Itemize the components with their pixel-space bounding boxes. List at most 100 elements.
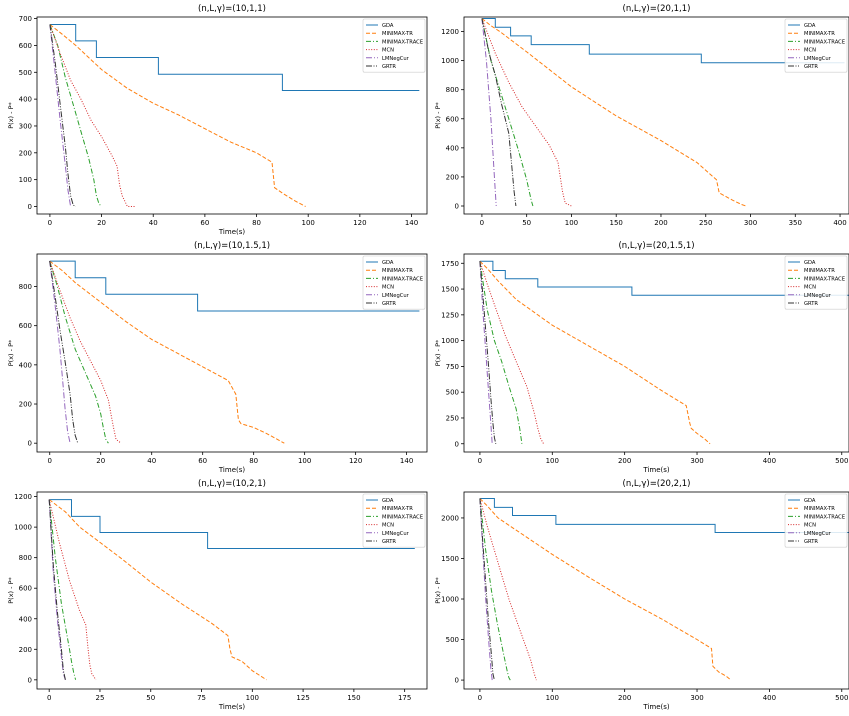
plot-frame bbox=[463, 16, 849, 215]
x-tick-label: 200 bbox=[618, 694, 631, 702]
chart-title: (n,L,γ)=(10,2,1) bbox=[198, 479, 266, 489]
series-line-minimax-trace bbox=[479, 261, 523, 444]
series-line-minimax-tr bbox=[49, 260, 285, 444]
series-line-gda bbox=[49, 499, 415, 549]
legend-entry: GRTR bbox=[382, 539, 396, 545]
x-tick-label: 175 bbox=[398, 694, 411, 702]
x-tick-label: 100 bbox=[302, 219, 315, 227]
series-line-grtr bbox=[48, 499, 66, 680]
y-axis-label: P(x) - P* bbox=[434, 102, 442, 129]
series-line-lmnegcur bbox=[481, 18, 497, 207]
legend-box bbox=[362, 255, 426, 310]
legend-entry: MINIMAX-TR bbox=[804, 268, 835, 274]
legend-entry: MINIMAX-TR bbox=[804, 506, 835, 512]
x-tick-label: 80 bbox=[252, 219, 261, 227]
plot-frame bbox=[36, 16, 428, 215]
series-line-mcn bbox=[481, 18, 572, 207]
legend-entry: LMNegCur bbox=[804, 293, 832, 299]
y-tick-label: 0 bbox=[455, 677, 459, 685]
legend-entry: LMNegCur bbox=[804, 56, 832, 62]
x-tick-label: 125 bbox=[296, 694, 309, 702]
chart-panel-2: (n,L,γ)=(20,1,1) 0 50 100 150 200 250 300 350 400… bbox=[434, 4, 849, 227]
legend-entry: MCN bbox=[382, 523, 394, 529]
x-tick-label: 300 bbox=[744, 219, 757, 227]
y-axis-label: P(x) - P* bbox=[7, 339, 15, 366]
chart-panel-6: (n,L,γ)=(20,2,1) 0 100 200 300 400 500 0 500 1000… bbox=[434, 479, 849, 711]
y-tick-label: 750 bbox=[446, 363, 459, 371]
series-line-minimax-trace bbox=[479, 498, 511, 681]
x-tick-label: 20 bbox=[97, 219, 106, 227]
legend-entry: MINIMAX-TR bbox=[382, 31, 413, 37]
plot-frame bbox=[463, 491, 849, 690]
chart-title: (n,L,γ)=(20,1.5,1) bbox=[618, 241, 694, 251]
legend-entry: MINIMAX-TRACE bbox=[804, 39, 845, 45]
x-tick-label: 400 bbox=[833, 219, 846, 227]
series-line-mcn bbox=[49, 24, 136, 207]
chart-title: (n,L,γ)=(20,1,1) bbox=[623, 4, 691, 14]
x-tick-label: 100 bbox=[565, 219, 578, 227]
legend-entry: LMNegCur bbox=[382, 531, 410, 537]
series-line-minimax-tr bbox=[479, 498, 732, 681]
series-line-minimax-trace bbox=[48, 499, 77, 680]
legend-entry: GRTR bbox=[382, 301, 396, 307]
x-tick-label: 20 bbox=[96, 457, 105, 465]
series-line-minimax-tr bbox=[481, 18, 747, 207]
x-tick-label: 0 bbox=[480, 219, 484, 227]
x-tick-label: 100 bbox=[546, 457, 559, 465]
y-tick-label: 1500 bbox=[441, 555, 459, 563]
x-tick-label: 75 bbox=[197, 694, 206, 702]
legend-box bbox=[784, 493, 848, 548]
legend-entry: MCN bbox=[382, 285, 394, 291]
y-tick-label: 250 bbox=[446, 414, 459, 422]
legend: GDA MINIMAX-TR MINIMAX-TRACE MCN LMNegCur GRT… bbox=[784, 255, 848, 310]
y-tick-label: 1000 bbox=[14, 524, 32, 532]
series-line-lmnegcur bbox=[479, 261, 493, 444]
x-tick-label: 140 bbox=[405, 219, 418, 227]
series-line-grtr bbox=[479, 261, 497, 444]
y-axis-label: P(x) - P* bbox=[7, 577, 15, 604]
x-tick-label: 100 bbox=[298, 457, 311, 465]
y-tick-label: 200 bbox=[446, 173, 459, 181]
y-tick-label: 2000 bbox=[441, 514, 459, 522]
legend-entry: LMNegCur bbox=[382, 293, 410, 299]
series-line-minimax-trace bbox=[481, 18, 534, 207]
legend-entry: GDA bbox=[382, 23, 394, 29]
x-tick-label: 500 bbox=[835, 457, 848, 465]
x-tick-label: 80 bbox=[249, 457, 258, 465]
series-line-grtr bbox=[49, 24, 76, 207]
series-line-gda bbox=[481, 18, 845, 64]
series-line-gda bbox=[49, 260, 420, 312]
y-tick-label: 400 bbox=[19, 96, 32, 104]
legend-entry: GRTR bbox=[382, 64, 396, 70]
x-tick-label: 60 bbox=[200, 219, 209, 227]
series-line-minimax-tr bbox=[49, 24, 306, 207]
chart-title: (n,L,γ)=(20,2,1) bbox=[623, 479, 691, 489]
x-tick-label: 0 bbox=[47, 694, 51, 702]
legend-box bbox=[784, 18, 848, 73]
y-axis-label: P(x) - P* bbox=[7, 102, 15, 129]
y-tick-label: 200 bbox=[19, 646, 32, 654]
x-tick-label: 150 bbox=[610, 219, 623, 227]
plot-frame bbox=[36, 253, 428, 453]
y-tick-label: 500 bbox=[19, 69, 32, 77]
y-tick-label: 600 bbox=[19, 322, 32, 330]
legend: GDA MINIMAX-TR MINIMAX-TRACE MCN LMNegCur GRT… bbox=[784, 493, 848, 548]
legend-entry: GDA bbox=[804, 23, 816, 29]
x-tick-label: 400 bbox=[763, 457, 776, 465]
legend-entry: GRTR bbox=[804, 301, 818, 307]
legend-entry: GDA bbox=[804, 498, 816, 504]
y-tick-label: 1250 bbox=[441, 311, 459, 319]
x-tick-label: 200 bbox=[654, 219, 667, 227]
x-tick-label: 0 bbox=[48, 457, 52, 465]
x-tick-label: 300 bbox=[690, 457, 703, 465]
series-line-minimax-tr bbox=[479, 260, 711, 445]
x-tick-label: 25 bbox=[96, 694, 105, 702]
y-tick-label: 100 bbox=[19, 176, 32, 184]
x-axis-label: Time(s) bbox=[642, 703, 670, 711]
series-line-grtr bbox=[49, 261, 79, 444]
series-group bbox=[49, 260, 420, 444]
y-tick-label: 1750 bbox=[441, 260, 459, 268]
series-line-grtr bbox=[479, 498, 495, 681]
legend-entry: GRTR bbox=[804, 539, 818, 545]
series-group bbox=[49, 24, 420, 207]
